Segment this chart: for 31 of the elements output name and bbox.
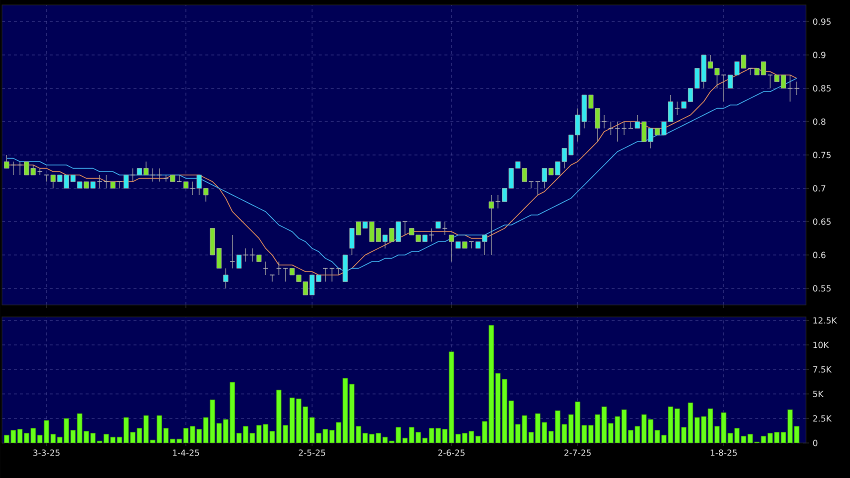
y-tick-label: 0.75 — [813, 152, 831, 158]
candlestick — [236, 254, 242, 269]
candlestick — [488, 194, 494, 256]
x-tick-label: 1-8-25 — [710, 450, 737, 456]
candlestick — [250, 248, 256, 262]
candlestick — [242, 248, 248, 262]
candlestick — [124, 174, 129, 189]
candlestick — [156, 168, 162, 182]
candlestick — [230, 234, 236, 269]
y-tick-label: 0.55 — [813, 285, 831, 292]
y-tick-label: 0.9 — [813, 52, 826, 58]
y-tick-label: 0.6 — [813, 252, 826, 258]
y-tick-label: 0.7 — [813, 185, 826, 192]
y-tick-label: 5K — [813, 390, 824, 398]
y-tick-label: 0.95 — [813, 18, 831, 25]
candlestick — [223, 268, 228, 289]
y-tick-label: 0.8 — [813, 118, 826, 125]
x-tick-label: 2-5-25 — [298, 450, 326, 456]
x-tick-label: 3-3-25 — [33, 450, 60, 456]
y-tick-label: 10K — [813, 342, 830, 348]
y-tick-label: 0.65 — [813, 218, 831, 225]
y-tick-label: 2.5K — [813, 415, 832, 422]
x-tick-label: 1-4-25 — [173, 450, 199, 456]
candlestick — [4, 154, 10, 169]
x-tick-label: 2-7-25 — [564, 450, 591, 456]
x-tick-label: 2-6-25 — [438, 450, 465, 456]
y-tick-label: 12.5K — [813, 317, 838, 324]
y-tick-label: 7.5K — [813, 366, 832, 373]
y-tick-label: 0.85 — [813, 85, 831, 92]
y-tick-label: 0 — [813, 440, 818, 446]
candlestick — [150, 168, 156, 182]
